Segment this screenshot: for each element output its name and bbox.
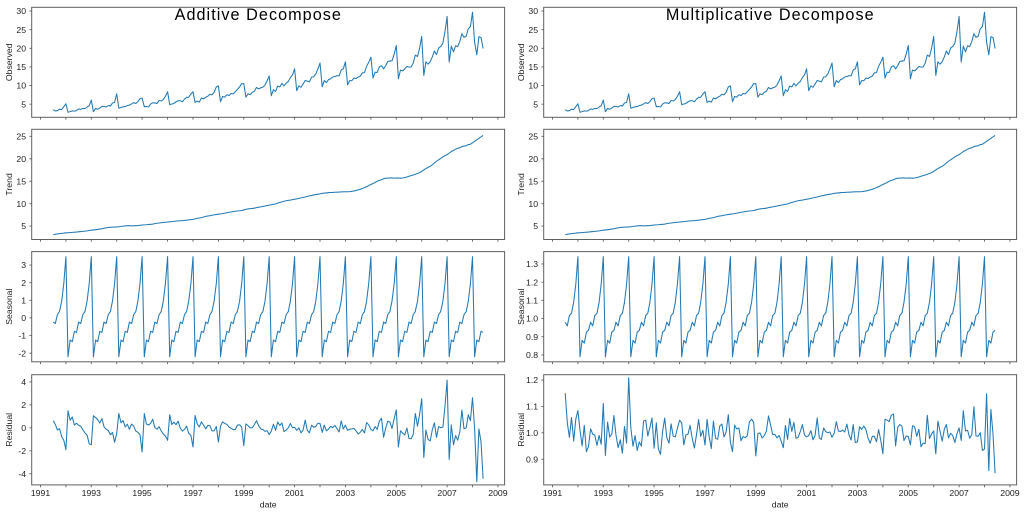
svg-text:30: 30 xyxy=(16,6,26,16)
svg-text:2009: 2009 xyxy=(1000,488,1019,498)
svg-text:Residual: Residual xyxy=(4,413,14,447)
svg-text:10: 10 xyxy=(16,199,26,209)
svg-text:2: 2 xyxy=(21,400,26,410)
svg-text:10: 10 xyxy=(16,81,26,91)
svg-text:25: 25 xyxy=(528,131,538,141)
svg-text:20: 20 xyxy=(16,43,26,53)
svg-text:15: 15 xyxy=(528,62,538,72)
svg-text:2007: 2007 xyxy=(437,488,456,498)
svg-text:1.1: 1.1 xyxy=(526,402,538,412)
svg-text:15: 15 xyxy=(16,176,26,186)
svg-text:-2: -2 xyxy=(18,348,26,358)
svg-text:Residual: Residual xyxy=(516,413,526,447)
svg-text:5: 5 xyxy=(533,221,538,231)
svg-text:1997: 1997 xyxy=(695,488,714,498)
svg-text:1: 1 xyxy=(21,295,26,305)
svg-text:15: 15 xyxy=(16,62,26,72)
svg-text:0.8: 0.8 xyxy=(526,350,538,360)
svg-text:20: 20 xyxy=(528,43,538,53)
svg-text:1.2: 1.2 xyxy=(526,375,538,385)
svg-text:25: 25 xyxy=(16,25,26,35)
svg-text:30: 30 xyxy=(528,6,538,16)
svg-text:1.0: 1.0 xyxy=(526,428,538,438)
svg-text:2001: 2001 xyxy=(285,488,304,498)
svg-text:2003: 2003 xyxy=(848,488,867,498)
svg-text:1993: 1993 xyxy=(82,488,101,498)
svg-text:1.3: 1.3 xyxy=(526,259,538,269)
svg-text:1999: 1999 xyxy=(234,488,253,498)
svg-text:10: 10 xyxy=(528,199,538,209)
svg-text:1.0: 1.0 xyxy=(526,314,538,324)
svg-text:5: 5 xyxy=(21,99,26,109)
svg-text:-4: -4 xyxy=(18,469,26,479)
svg-text:Seasonal: Seasonal xyxy=(516,289,526,325)
svg-text:1997: 1997 xyxy=(183,488,202,498)
svg-text:5: 5 xyxy=(21,221,26,231)
svg-text:2009: 2009 xyxy=(488,488,507,498)
svg-text:date: date xyxy=(772,500,789,510)
svg-text:2007: 2007 xyxy=(949,488,968,498)
svg-text:1.1: 1.1 xyxy=(526,295,538,305)
svg-text:Trend: Trend xyxy=(4,173,14,196)
svg-text:5: 5 xyxy=(533,99,538,109)
svg-text:2003: 2003 xyxy=(336,488,355,498)
svg-text:Seasonal: Seasonal xyxy=(4,289,14,325)
svg-text:15: 15 xyxy=(528,176,538,186)
svg-text:1993: 1993 xyxy=(594,488,613,498)
svg-text:2005: 2005 xyxy=(387,488,406,498)
svg-text:date: date xyxy=(260,500,277,510)
svg-text:1995: 1995 xyxy=(644,488,663,498)
svg-text:-2: -2 xyxy=(18,446,26,456)
svg-text:Additive Decompose: Additive Decompose xyxy=(175,6,342,24)
svg-text:1991: 1991 xyxy=(31,488,50,498)
svg-text:1991: 1991 xyxy=(543,488,562,498)
svg-text:25: 25 xyxy=(16,131,26,141)
svg-text:-1: -1 xyxy=(18,331,26,341)
svg-text:1999: 1999 xyxy=(746,488,765,498)
svg-text:20: 20 xyxy=(528,154,538,164)
svg-text:1995: 1995 xyxy=(132,488,151,498)
svg-text:10: 10 xyxy=(528,81,538,91)
svg-text:0: 0 xyxy=(21,313,26,323)
svg-text:Trend: Trend xyxy=(516,173,526,196)
svg-text:20: 20 xyxy=(16,154,26,164)
svg-text:0: 0 xyxy=(21,423,26,433)
svg-text:0.9: 0.9 xyxy=(526,332,538,342)
svg-text:2001: 2001 xyxy=(797,488,816,498)
svg-text:2005: 2005 xyxy=(899,488,918,498)
svg-text:0.9: 0.9 xyxy=(526,454,538,464)
svg-text:2: 2 xyxy=(21,278,26,288)
svg-text:1.2: 1.2 xyxy=(526,277,538,287)
svg-text:3: 3 xyxy=(21,260,26,270)
svg-text:4: 4 xyxy=(21,377,26,387)
svg-text:Multiplicative Decompose: Multiplicative Decompose xyxy=(666,6,875,24)
svg-text:Observed: Observed xyxy=(4,43,14,81)
svg-text:25: 25 xyxy=(528,25,538,35)
svg-text:Observed: Observed xyxy=(516,43,526,81)
